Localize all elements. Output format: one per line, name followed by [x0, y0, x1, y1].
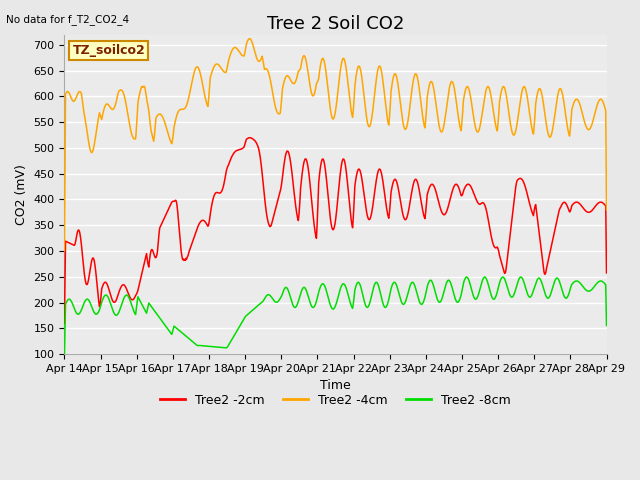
- Text: TZ_soilco2: TZ_soilco2: [72, 44, 145, 57]
- Y-axis label: CO2 (mV): CO2 (mV): [15, 164, 28, 225]
- Title: Tree 2 Soil CO2: Tree 2 Soil CO2: [267, 15, 404, 33]
- Legend: Tree2 -2cm, Tree2 -4cm, Tree2 -8cm: Tree2 -2cm, Tree2 -4cm, Tree2 -8cm: [155, 389, 516, 412]
- Text: No data for f_T2_CO2_4: No data for f_T2_CO2_4: [6, 14, 129, 25]
- X-axis label: Time: Time: [320, 379, 351, 393]
